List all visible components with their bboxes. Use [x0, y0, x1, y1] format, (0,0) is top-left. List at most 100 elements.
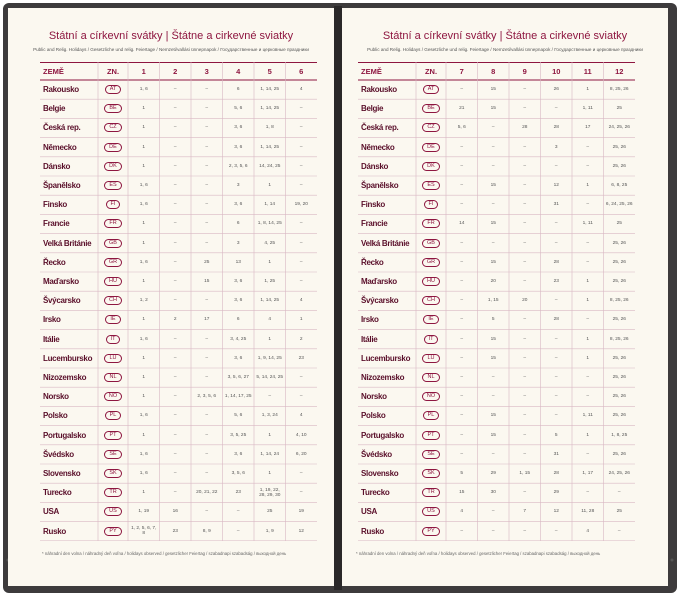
holiday-days: –	[554, 355, 558, 361]
header-cell: 6	[299, 66, 304, 76]
holiday-days: 25, 26	[612, 279, 626, 285]
country-name: Norsko	[361, 392, 387, 402]
holiday-days: 4	[299, 413, 303, 419]
holiday-days: 1	[142, 106, 146, 112]
country-code: IT	[416, 330, 446, 349]
holiday-days: 1	[586, 432, 590, 438]
code-badge: NO	[421, 392, 441, 402]
holiday-days: 28	[553, 317, 559, 323]
country-code: AT	[416, 80, 446, 99]
code-badge: NL	[422, 373, 440, 383]
holiday-days: 1, 6	[139, 259, 148, 265]
holiday-days: –	[554, 394, 558, 400]
holiday-days: –	[205, 413, 209, 419]
holiday-days: 8, 9	[202, 528, 211, 534]
code-badge: LU	[104, 353, 122, 363]
holiday-days: 30	[490, 490, 496, 496]
code-badge: FI	[423, 200, 439, 210]
holiday-days: –	[173, 432, 177, 438]
holiday-days: 3, 5, 6	[231, 471, 245, 477]
holiday-days: –	[586, 240, 590, 246]
holiday-days: 25, 26	[612, 163, 626, 169]
country-name: Finsko	[43, 200, 67, 210]
table-rules	[40, 62, 317, 541]
holiday-days: 1, 25	[264, 279, 276, 285]
country-code: LU	[98, 349, 128, 368]
holiday-days: –	[173, 144, 177, 150]
holiday-days: 1, 14	[264, 202, 276, 208]
holiday-days: –	[523, 375, 527, 381]
holiday-days: –	[491, 163, 495, 169]
code-badge: SE	[104, 449, 122, 459]
country-code: CZ	[98, 118, 128, 137]
holiday-days: –	[460, 163, 464, 169]
country-code: BE	[98, 99, 128, 118]
holiday-days: 17	[204, 317, 210, 323]
holiday-days: –	[523, 240, 527, 246]
country-name: Španělsko	[361, 181, 399, 191]
header-cell: 9	[522, 66, 527, 76]
holiday-days: 24, 25, 26	[608, 471, 630, 477]
holiday-days: 12	[298, 528, 304, 534]
header-cell: ZEMĚ	[43, 66, 64, 76]
code-badge: BE	[422, 104, 440, 114]
holiday-days: –	[523, 413, 527, 419]
holiday-days: –	[173, 125, 177, 131]
country-name: Německo	[361, 142, 395, 152]
holiday-days: –	[586, 490, 590, 496]
holiday-days: 1, 11	[582, 413, 593, 419]
holiday-days: 15	[490, 87, 496, 93]
holiday-days: 25, 26	[612, 394, 626, 400]
holiday-days: 12	[553, 509, 559, 515]
holiday-days: 28	[553, 125, 559, 131]
holiday-days: 15	[490, 336, 496, 342]
country-name: Slovensko	[43, 469, 81, 479]
holiday-days: 11, 28	[581, 509, 595, 515]
country-code: ES	[98, 176, 128, 195]
code-badge: CH	[422, 296, 440, 306]
country-code: ES	[416, 176, 446, 195]
country-code: PY	[416, 522, 446, 541]
code-badge: CZ	[422, 123, 440, 133]
country-code: HU	[416, 272, 446, 291]
code-badge: PL	[104, 411, 122, 421]
country-code: NL	[416, 368, 446, 387]
country-name: Švýcarsko	[361, 296, 399, 306]
holiday-days: –	[586, 163, 590, 169]
code-badge: GB	[104, 238, 122, 248]
holiday-days: –	[236, 509, 240, 515]
holiday-days: –	[173, 279, 177, 285]
holiday-days: –	[205, 432, 209, 438]
country-code: US	[98, 502, 128, 521]
holiday-days: 1	[299, 317, 303, 323]
holiday-days: 13	[235, 259, 241, 265]
holiday-days: 1, 9	[265, 528, 274, 534]
holiday-days: –	[173, 413, 177, 419]
holiday-days: 4	[586, 528, 590, 534]
holiday-days: 23	[298, 355, 304, 361]
header-cell: 2	[173, 66, 178, 76]
country-code: FR	[98, 214, 128, 233]
country-name: USA	[361, 507, 377, 517]
header-cell: ZEMĚ	[361, 66, 382, 76]
holiday-days: –	[205, 509, 209, 515]
holiday-days: 1, 15	[487, 298, 499, 304]
holiday-days: 1, 8	[265, 125, 274, 131]
holiday-days: 3, 6	[234, 355, 243, 361]
page-title: Státní a církevní svátky | Štátne a cirk…	[382, 30, 628, 42]
holiday-days: –	[491, 240, 495, 246]
holiday-days: 15	[490, 183, 496, 189]
code-badge: DK	[104, 161, 122, 171]
country-code: FI	[416, 195, 446, 214]
holiday-days: –	[205, 336, 209, 342]
country-code: DK	[98, 157, 128, 176]
holiday-days: –	[523, 221, 527, 227]
header-cell: 8	[491, 66, 496, 76]
holiday-days: –	[460, 298, 464, 304]
holiday-days: –	[173, 355, 177, 361]
holiday-days: 31	[553, 451, 559, 457]
holiday-days: 3, 6	[234, 298, 243, 304]
holiday-days: 3, 5, 6, 27	[227, 375, 249, 381]
header-cell: 7	[459, 66, 464, 76]
country-name: Švédsko	[361, 449, 392, 459]
